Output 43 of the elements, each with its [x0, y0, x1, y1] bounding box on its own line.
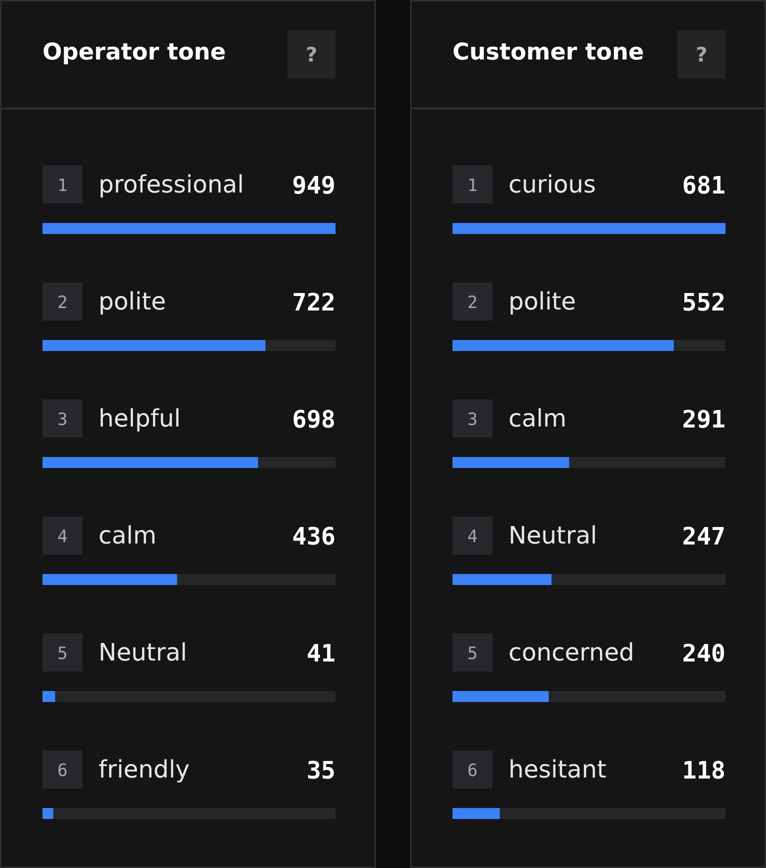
- annotation: 1: [57, 176, 68, 196]
- annotation: 1: [467, 176, 478, 196]
- annotation: 6: [57, 761, 68, 781]
- y-tick-label: hesitant: [508, 756, 606, 784]
- y-tick-label: helpful: [98, 404, 181, 432]
- y-tick-label: polite: [508, 288, 576, 316]
- bar: [452, 808, 500, 819]
- bar: [42, 808, 54, 819]
- data-label: 681: [682, 172, 726, 200]
- y-tick-label: friendly: [98, 756, 190, 784]
- y-tick-label: calm: [98, 522, 156, 550]
- y-tick-label: curious: [508, 170, 596, 198]
- data-label: 291: [682, 406, 726, 434]
- annotation: 4: [467, 527, 478, 547]
- data-label: 247: [682, 522, 726, 550]
- annotation: 4: [57, 527, 68, 547]
- chart-title: Customer tone: [452, 40, 644, 66]
- data-label: 436: [292, 522, 336, 550]
- text: ?: [696, 42, 708, 66]
- data-label: 118: [682, 756, 726, 784]
- y-tick-label: calm: [508, 404, 566, 432]
- bar: [42, 691, 56, 702]
- y-tick-label: polite: [98, 288, 166, 316]
- chart-title: Operator tone: [42, 40, 226, 66]
- annotation: 5: [57, 644, 68, 664]
- data-label: 552: [682, 288, 726, 316]
- annotation: 2: [467, 293, 478, 313]
- y-tick-label: concerned: [508, 638, 634, 666]
- data-label: 41: [306, 640, 336, 668]
- data-label: 949: [292, 172, 336, 200]
- annotation: 3: [467, 410, 478, 430]
- annotation: 3: [57, 410, 68, 430]
- annotation: 5: [467, 644, 478, 664]
- annotation: 6: [467, 761, 478, 781]
- y-tick-label: Neutral: [98, 638, 188, 666]
- y-tick-label: Neutral: [508, 522, 598, 550]
- data-label: 240: [682, 640, 726, 668]
- data-label: 35: [306, 756, 336, 784]
- data-label: 698: [292, 406, 336, 434]
- y-tick-label: professional: [98, 170, 244, 198]
- text: ?: [306, 42, 318, 66]
- data-label: 722: [292, 288, 336, 316]
- annotation: 2: [57, 293, 68, 313]
